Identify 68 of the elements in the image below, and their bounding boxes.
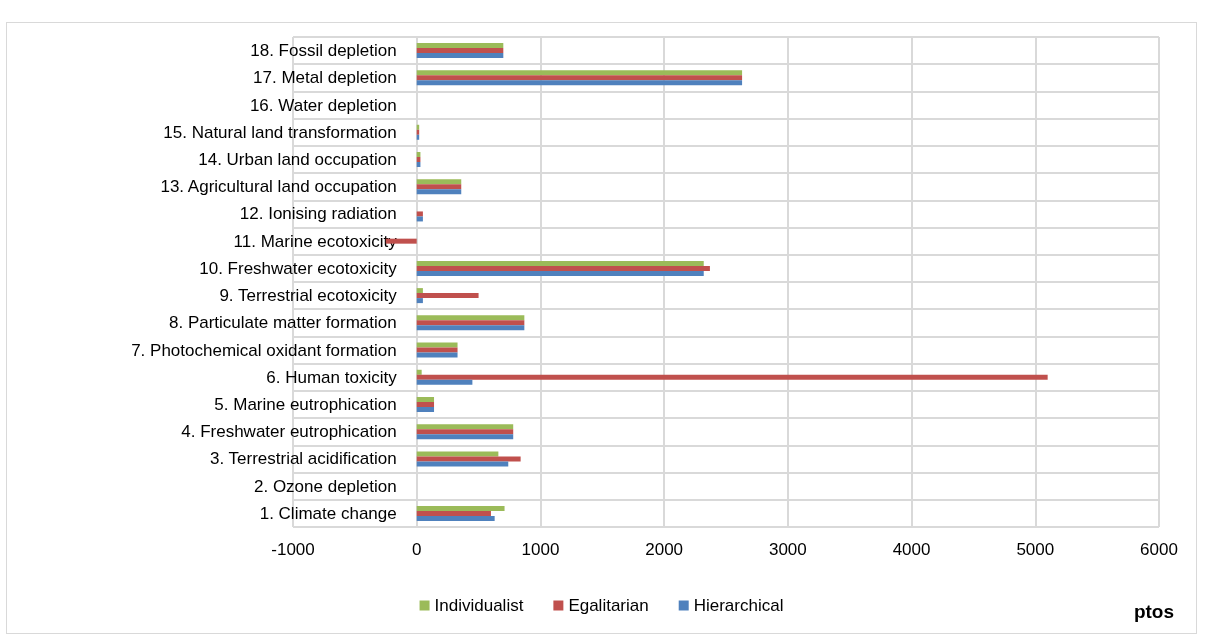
bar: [416, 374, 1048, 380]
bar: [416, 424, 514, 430]
y-tick-label: 10. Freshwater ecotoxicity: [199, 258, 398, 278]
bar: [416, 369, 422, 375]
bar: [416, 456, 521, 462]
y-tick-label: 1. Climate change: [259, 503, 397, 523]
bar: [416, 315, 525, 321]
bar: [416, 325, 525, 331]
y-tick-label: 7. Photochemical oxidant formation: [131, 340, 397, 360]
bar: [416, 379, 473, 385]
y-tick-label: 14. Urban land occupation: [198, 150, 397, 169]
x-tick-label: 5000: [1016, 540, 1055, 559]
y-tick-label: 5. Marine eutrophication: [214, 395, 397, 414]
legend-label: Individualist: [434, 596, 524, 615]
bar: [416, 211, 423, 217]
y-tick-label: 4. Freshwater eutrophication: [181, 422, 397, 442]
bar: [416, 515, 495, 521]
y-tick-label: 8. Particulate matter formation: [169, 313, 397, 333]
y-tick-label: 9. Terrestrial ecotoxicity: [219, 286, 398, 306]
bar: [416, 265, 710, 271]
bar: [416, 342, 458, 348]
bar: [416, 320, 525, 326]
bar: [416, 347, 458, 353]
x-tick-label: 3000: [768, 540, 807, 559]
y-tick-label: 13. Agricultural land occupation: [160, 177, 397, 197]
bar: [416, 402, 435, 407]
legend-label: Hierarchical: [693, 596, 784, 615]
y-tick-label: 6. Human toxicity: [266, 367, 398, 387]
bar: [416, 397, 435, 402]
y-tick-label: 17. Metal depletion: [253, 68, 397, 88]
y-tick-label: 16. Water depletion: [249, 95, 397, 115]
y-tick-label: 3. Terrestrial acidification: [209, 449, 397, 469]
bar: [416, 270, 704, 276]
bar: [416, 510, 491, 516]
bar: [416, 48, 504, 54]
bar: [416, 43, 504, 49]
x-tick-label: 2000: [645, 540, 684, 559]
bar: [416, 434, 514, 440]
y-tick-label: 15. Natural land transformation: [163, 122, 397, 142]
bar: [416, 80, 743, 86]
bar: [416, 260, 704, 266]
bar: [416, 461, 509, 467]
bar: [416, 75, 743, 81]
bar: [416, 407, 435, 412]
x-tick-label: 4000: [892, 540, 931, 559]
x-tick-label: 6000: [1140, 540, 1178, 559]
bar: [416, 70, 743, 76]
bar: [416, 189, 462, 195]
bar: [416, 505, 505, 511]
x-axis-title: ptos: [1133, 601, 1174, 622]
x-tick-label: 0: [411, 540, 422, 559]
y-tick-label: 11. Marine ecotoxicity: [233, 231, 398, 251]
y-tick-label: 12. Ionising radiation: [239, 204, 397, 224]
bar: [416, 288, 423, 294]
bar: [416, 216, 423, 222]
bar: [416, 298, 423, 304]
bar: [416, 179, 462, 185]
x-tick-label: 1000: [521, 540, 560, 559]
bar: [416, 429, 514, 435]
bar: [416, 451, 499, 457]
x-tick-label: -1000: [271, 540, 315, 559]
bar: [416, 293, 479, 299]
bar: [416, 184, 462, 190]
bar: [416, 53, 504, 59]
legend-label: Egalitarian: [568, 596, 649, 615]
y-tick-label: 2. Ozone depletion: [254, 476, 397, 496]
bar: [416, 352, 458, 358]
y-tick-label: 18. Fossil depletion: [250, 41, 397, 61]
